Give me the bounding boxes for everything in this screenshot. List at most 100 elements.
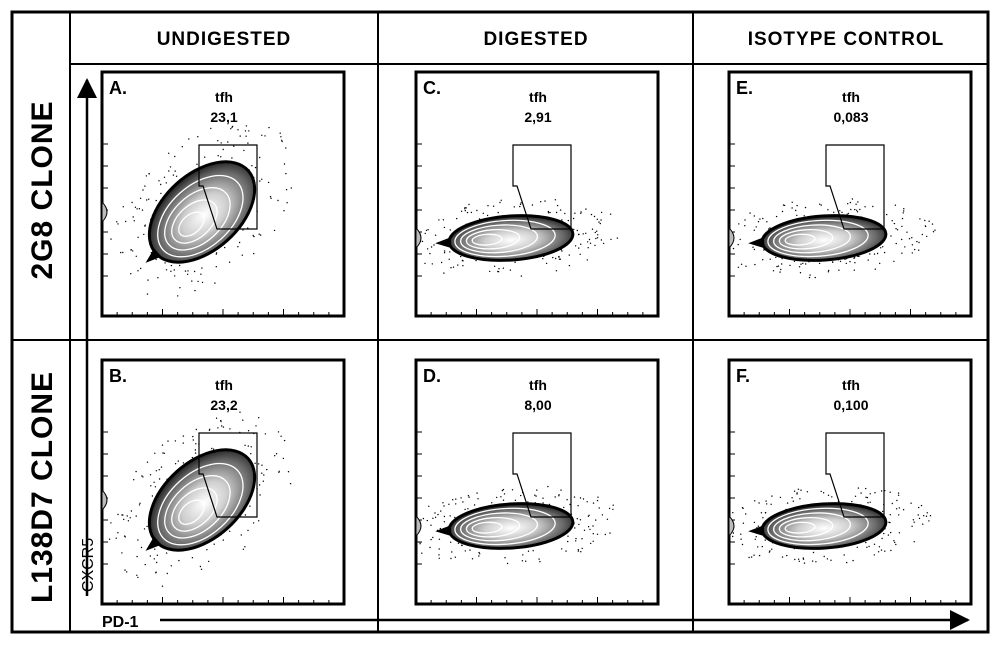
- col-header-digested: DIGESTED: [483, 29, 588, 50]
- event-dot: [754, 500, 756, 502]
- panel-label: C.: [423, 78, 441, 98]
- event-dot: [549, 211, 551, 214]
- gate-name: tfh: [842, 377, 860, 393]
- event-dot: [148, 173, 150, 175]
- event-dot: [227, 141, 229, 143]
- event-dot: [897, 492, 900, 494]
- event-dot: [918, 517, 921, 520]
- event-dot: [430, 538, 432, 541]
- event-dot: [792, 500, 794, 502]
- event-dot: [750, 556, 753, 558]
- event-dot: [739, 238, 741, 241]
- event-dot: [578, 247, 580, 249]
- event-dot: [268, 126, 270, 129]
- event-dot: [247, 430, 250, 432]
- event-dot: [157, 277, 159, 279]
- event-dot: [191, 557, 194, 559]
- event-dot: [827, 209, 829, 211]
- event-dot: [592, 525, 594, 527]
- contour-ring: [171, 199, 218, 244]
- event-dot: [283, 163, 286, 165]
- event-dot: [174, 155, 176, 158]
- event-dot: [242, 548, 245, 550]
- event-dot: [421, 552, 423, 554]
- event-dot: [579, 253, 581, 255]
- event-dot: [897, 494, 900, 496]
- event-dot: [165, 552, 168, 554]
- event-dot: [612, 508, 614, 511]
- event-dot: [274, 455, 276, 457]
- event-dot: [130, 273, 132, 275]
- event-dot: [587, 515, 590, 517]
- event-dot: [555, 270, 558, 272]
- event-dot: [244, 514, 247, 516]
- contour-ring: [767, 507, 869, 546]
- event-dot: [890, 235, 892, 237]
- event-dot: [589, 528, 591, 531]
- event-dot: [854, 208, 856, 211]
- event-dot: [163, 176, 166, 178]
- event-dot: [242, 229, 244, 231]
- event-dot: [581, 538, 583, 540]
- event-dot: [590, 213, 593, 216]
- event-dot: [148, 198, 150, 200]
- density-contours: [748, 502, 888, 550]
- event-dot: [123, 518, 125, 521]
- event-dot: [809, 274, 811, 276]
- event-dot: [496, 496, 498, 499]
- event-dot: [612, 504, 614, 506]
- event-dot: [270, 197, 272, 199]
- event-dot: [131, 201, 133, 204]
- event-dot: [239, 411, 241, 413]
- event-dot: [137, 270, 139, 272]
- event-dot: [594, 231, 596, 234]
- event-dot: [791, 497, 793, 499]
- event-dot: [450, 541, 452, 543]
- event-dot: [448, 258, 450, 260]
- event-dot: [455, 498, 457, 500]
- event-dot: [177, 460, 179, 462]
- event-dot: [542, 502, 544, 504]
- event-dot: [275, 453, 278, 455]
- event-dot: [282, 457, 285, 460]
- event-dot: [766, 503, 768, 505]
- event-dot: [576, 229, 578, 232]
- event-dot: [431, 263, 433, 265]
- event-dot: [561, 250, 563, 252]
- event-dot: [574, 245, 577, 247]
- event-dot: [882, 510, 884, 513]
- event-dot: [233, 145, 235, 147]
- event-dot: [230, 128, 232, 130]
- gate-percentage: 0,083: [833, 109, 868, 125]
- event-dot: [839, 210, 841, 212]
- event-dot: [240, 534, 242, 536]
- event-dot: [163, 452, 165, 454]
- event-dot: [237, 246, 239, 248]
- event-dot: [588, 238, 591, 241]
- event-dot: [449, 515, 451, 517]
- gate-name: tfh: [842, 89, 860, 105]
- event-dot: [285, 189, 288, 191]
- event-dot: [839, 260, 842, 263]
- event-dot: [531, 204, 534, 206]
- event-dot: [802, 558, 805, 560]
- event-dot: [525, 560, 527, 562]
- event-dot: [895, 543, 897, 546]
- density-contours: [435, 502, 575, 550]
- panel-e: E. tfh 0,083: [727, 70, 973, 318]
- event-dot: [215, 266, 217, 268]
- event-dot: [851, 500, 853, 503]
- event-dot: [136, 555, 138, 558]
- event-dot: [456, 217, 458, 220]
- event-dot: [808, 276, 811, 279]
- edge-events: [415, 226, 422, 250]
- event-dot: [160, 466, 163, 468]
- event-dot: [772, 270, 775, 272]
- event-dot: [200, 568, 203, 570]
- event-dot: [239, 135, 241, 137]
- event-dot: [761, 545, 763, 548]
- panel-f: F. tfh 0,100: [727, 358, 973, 606]
- event-dot: [853, 257, 855, 259]
- gate-name: tfh: [529, 89, 547, 105]
- event-dot: [266, 468, 268, 471]
